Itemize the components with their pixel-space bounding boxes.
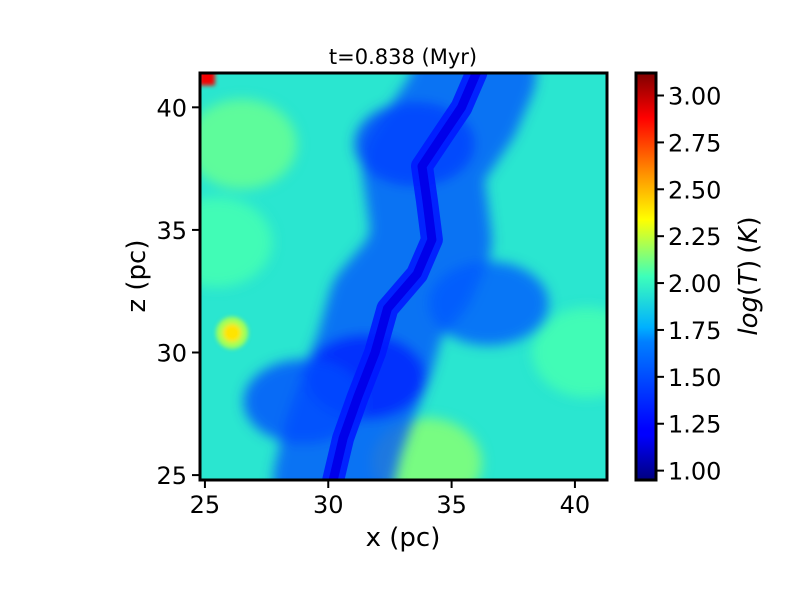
warm-corner (200, 73, 215, 86)
colorbar-tick-label: 2.75 (668, 129, 721, 157)
x-tick-label: 40 (560, 491, 591, 519)
y-tick-label: 40 (156, 94, 187, 122)
colorbar-label: log(T)(K) (734, 216, 764, 335)
filament-core (328, 73, 481, 480)
cold-region (428, 261, 549, 346)
chart-title: t=0.838 (Myr) (329, 45, 477, 69)
colorbar-label-t: T (734, 268, 764, 286)
warm-regions (200, 99, 607, 480)
colorbar-tick-label: 1.50 (668, 364, 721, 392)
heatmap-area (200, 73, 607, 480)
y-tick-label: 30 (156, 340, 187, 368)
x-tick-label: 25 (190, 491, 221, 519)
colorbar-label-open: ( (734, 286, 764, 296)
colorbar-tick-label: 2.25 (668, 223, 721, 251)
colorbar-label-unit-open: ( (734, 244, 764, 254)
x-axis-label: x (pc) (366, 523, 441, 553)
colorbar-tick-label: 2.50 (668, 176, 721, 204)
colorbar-label-unit-close: ) (734, 216, 764, 226)
x-tick-label: 30 (313, 491, 344, 519)
colorbar-ticks: 1.00 1.25 1.50 1.75 2.00 2.25 2.50 2.75 3.00 (656, 83, 721, 486)
cold-filament (322, 73, 488, 480)
warm-region (200, 99, 297, 190)
colorbar-tick-label: 2.00 (668, 270, 721, 298)
warm-region (532, 307, 607, 398)
colorbar-label-close: ) (734, 260, 764, 270)
colorbar-tick-label: 1.75 (668, 317, 721, 345)
hot-spots (200, 73, 249, 349)
colorbar-tick-label: 1.00 (668, 458, 721, 486)
hot-spot (223, 323, 242, 342)
colorbar-frame (634, 71, 658, 482)
plot-frame (198, 71, 609, 482)
cold-region (243, 359, 364, 444)
x-axis: 25 30 35 40 (190, 480, 591, 519)
y-tick-label: 35 (156, 217, 187, 245)
colorbar-gradient (636, 73, 656, 480)
colorbar-label-unit: K (734, 225, 764, 244)
colorbar-tick-label: 3.00 (668, 83, 721, 111)
x-tick-label: 35 (436, 491, 467, 519)
colorbar-label-log: log (734, 296, 764, 336)
y-axis-label: z (pc) (122, 240, 152, 313)
y-axis: 25 30 35 40 (156, 94, 200, 490)
colorbar: 1.00 1.25 1.50 1.75 2.00 2.25 2.50 2.75 3.00 log… (634, 71, 764, 486)
warm-region (200, 197, 273, 288)
colorbar-tick-label: 1.25 (668, 411, 721, 439)
y-tick-label: 25 (156, 462, 187, 490)
